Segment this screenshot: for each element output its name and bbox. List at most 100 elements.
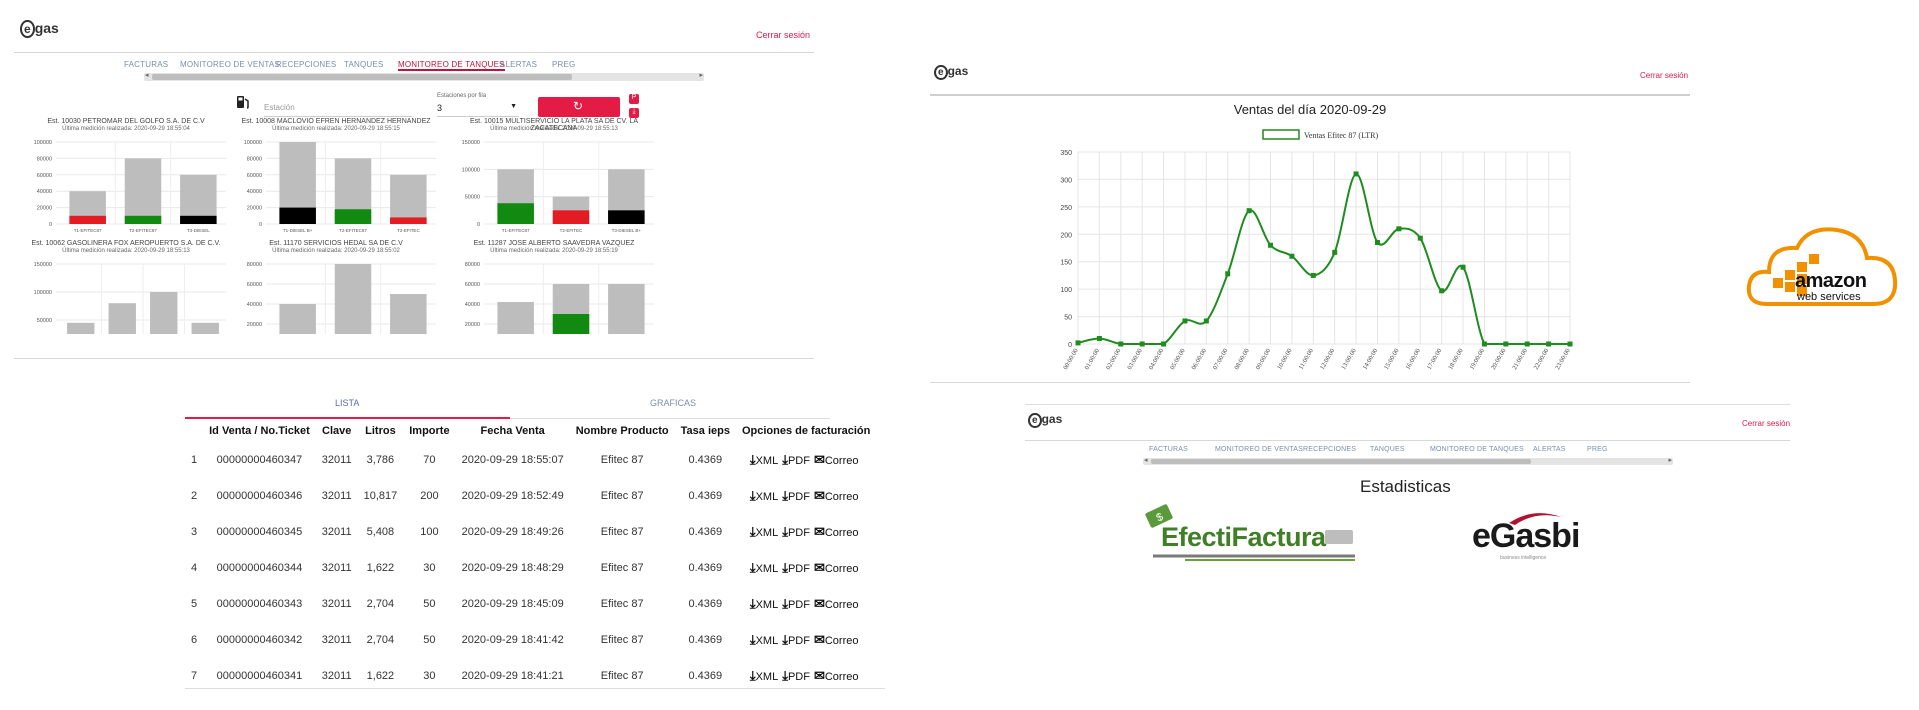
tank-capacity-bar bbox=[279, 304, 316, 334]
pdf-export-icon[interactable]: P bbox=[629, 94, 639, 104]
y-tick-label: 200 bbox=[1060, 232, 1072, 239]
station-title: Est. 11287 JOSE ALBERTO SAAVEDRA VAZQUEZ bbox=[473, 240, 635, 247]
logout-link[interactable]: Cerrar sesión bbox=[756, 30, 811, 40]
download-xml-button[interactable]: ⤓XML bbox=[749, 668, 779, 683]
table-cell: 100 bbox=[420, 526, 439, 538]
download-xml-button[interactable]: ⤓XML bbox=[749, 488, 779, 503]
y-tick-label: 60000 bbox=[247, 173, 262, 179]
download-xml-button[interactable]: ⤓XML bbox=[749, 524, 779, 539]
data-point bbox=[1182, 318, 1188, 324]
invoice-options: ⤓XML ⤓PDF ✉Correo bbox=[736, 442, 876, 478]
logout-link-3[interactable]: Cerrar sesión bbox=[1742, 419, 1791, 428]
data-point bbox=[1503, 341, 1509, 347]
download-icon: ⤓ bbox=[749, 524, 756, 539]
download-pdf-button[interactable]: ⤓PDF bbox=[782, 488, 810, 503]
tank-level-bar bbox=[124, 215, 162, 224]
tab-monitoreo-de-ventas[interactable]: MONITOREO DE VENTAS bbox=[180, 60, 280, 69]
table-cell: 2 bbox=[191, 490, 198, 502]
tab-monitoreo-de-ventas[interactable]: MONITOREO DE VENTAS bbox=[1215, 446, 1303, 453]
table-cell: Efitec 87 bbox=[600, 598, 644, 610]
y-tick-label: 20000 bbox=[247, 206, 262, 212]
tab-recepciones[interactable]: RECEPCIONES bbox=[1303, 446, 1357, 453]
tab-alertas[interactable]: ALERTAS bbox=[500, 60, 538, 69]
download-xml-button[interactable]: ⤓XML bbox=[749, 632, 779, 647]
logout-link-2[interactable]: Cerrar sesión bbox=[1640, 71, 1689, 80]
tab-monitoreo-de-tanques[interactable]: MONITOREO DE TANQUES bbox=[1430, 446, 1524, 453]
send-mail-button[interactable]: ✉Correo bbox=[813, 668, 859, 683]
station-title: Est. 10008 MACLOVIO EFREN HERNANDEZ HERN… bbox=[241, 118, 431, 125]
send-mail-button[interactable]: ✉Correo bbox=[813, 596, 859, 611]
download-xml-button[interactable]: ⤓XML bbox=[749, 560, 779, 575]
tank-level-bar bbox=[279, 207, 316, 224]
download-pdf-button[interactable]: ⤓PDF bbox=[782, 524, 810, 539]
station-input[interactable]: Estación bbox=[264, 103, 412, 117]
y-tick-label: 60000 bbox=[465, 282, 480, 288]
send-mail-button[interactable]: ✉Correo bbox=[813, 560, 859, 575]
chart-title: Ventas del día 2020-09-29 bbox=[1234, 102, 1387, 117]
x-tick-label: 00:00:00 bbox=[1062, 348, 1080, 372]
tab-recepciones[interactable]: RECEPCIONES bbox=[276, 60, 337, 69]
tab-facturas[interactable]: FACTURAS bbox=[1149, 446, 1188, 453]
tab-monitoreo-de-tanques[interactable]: MONITOREO DE TANQUES bbox=[398, 60, 505, 71]
sales-line-chart: Ventas del día 2020-09-29 Ventas Efitec 8… bbox=[1060, 102, 1573, 372]
download-export-icon[interactable]: ⤓ bbox=[629, 108, 639, 118]
download-xml-button[interactable]: ⤓XML bbox=[749, 596, 779, 611]
table-cell: 2020-09-29 18:52:49 bbox=[461, 490, 564, 502]
egasbi-logo[interactable]: eGasbi business intelligence bbox=[1470, 507, 1620, 567]
tab-facturas[interactable]: FACTURAS bbox=[124, 60, 169, 69]
tabs-scrollbar-2[interactable]: ◂ ▸ bbox=[1143, 457, 1673, 465]
tab-tanques[interactable]: TANQUES bbox=[344, 60, 384, 69]
x-tick-label: 09:00:00 bbox=[1255, 348, 1273, 372]
send-mail-button[interactable]: ✉Correo bbox=[813, 524, 859, 539]
tab-preg[interactable]: PREG bbox=[1587, 446, 1608, 453]
send-mail-button[interactable]: ✉Correo bbox=[813, 452, 859, 467]
efectifactura-logo[interactable]: $ EfectiFactura bbox=[1145, 504, 1395, 564]
send-mail-button[interactable]: ✉Correo bbox=[813, 488, 859, 503]
table-row: 1 00000000460347 32011 3,786 70 2020-09-29 18… bbox=[185, 442, 876, 478]
table-cell: 00000000460343 bbox=[216, 598, 303, 610]
table-cell: 32011 bbox=[321, 526, 352, 538]
tab-preg[interactable]: PREG bbox=[552, 60, 576, 69]
column-header bbox=[185, 420, 203, 442]
send-mail-button[interactable]: ✉Correo bbox=[813, 632, 859, 647]
download-pdf-button[interactable]: ⤓PDF bbox=[782, 596, 810, 611]
y-tick-label: 40000 bbox=[247, 302, 262, 308]
per-row-select[interactable]: 3 ▼ bbox=[437, 103, 519, 117]
data-point bbox=[1460, 264, 1466, 270]
station-title: Est. 10030 PETROMAR DEL GOLFO S.A. DE C.… bbox=[47, 118, 205, 125]
sales-table: Id Venta / No.Ticket Clave Litros Importe Fe… bbox=[185, 420, 876, 694]
download-pdf-button[interactable]: ⤓PDF bbox=[782, 668, 810, 683]
tab-tanques[interactable]: TANQUES bbox=[1370, 446, 1405, 453]
stats-panel: e gas Cerrar sesión FACTURAS MONITOREO DE … bbox=[1025, 404, 1790, 584]
download-pdf-button[interactable]: ⤓PDF bbox=[782, 560, 810, 575]
download-pdf-button[interactable]: ⤓PDF bbox=[782, 632, 810, 647]
stats-title: Estadisticas bbox=[1360, 477, 1451, 496]
tab-alertas[interactable]: ALERTAS bbox=[1533, 446, 1566, 453]
tabs-scrollbar[interactable]: ◂ ▸ bbox=[144, 72, 704, 81]
download-xml-button[interactable]: ⤓XML bbox=[749, 452, 779, 467]
refresh-button[interactable]: ↻ bbox=[538, 97, 620, 117]
station-title: Est. 10015 MULTISERVICIO LA PLATA SA DE … bbox=[469, 118, 639, 132]
y-tick-label: 50 bbox=[1064, 315, 1072, 322]
tab-lista[interactable]: LISTA bbox=[335, 398, 360, 408]
y-tick-label: 50000 bbox=[465, 195, 480, 201]
table-cell: 32011 bbox=[321, 490, 352, 502]
tank-label: T1-DIESEL B+ bbox=[283, 228, 313, 233]
envelope-icon: ✉ bbox=[813, 632, 825, 647]
invoice-options: ⤓XML ⤓PDF ✉Correo bbox=[736, 658, 876, 694]
invoice-options: ⤓XML ⤓PDF ✉Correo bbox=[736, 586, 876, 622]
y-tick-label: 40000 bbox=[37, 189, 52, 195]
tab-graficas[interactable]: GRAFICAS bbox=[650, 398, 697, 408]
table-row: 4 00000000460344 32011 1,622 30 2020-09-29 18… bbox=[185, 550, 876, 586]
table-cell: 3,786 bbox=[366, 454, 395, 466]
tank-capacity-bar bbox=[108, 303, 136, 334]
data-point bbox=[1567, 341, 1573, 347]
tank-level-bar bbox=[608, 210, 645, 224]
download-pdf-button[interactable]: ⤓PDF bbox=[782, 452, 810, 467]
table-cell: 70 bbox=[423, 454, 436, 466]
table-cell: 00000000460345 bbox=[216, 526, 303, 538]
table-cell: 0.4369 bbox=[688, 634, 723, 646]
table-cell: 5 bbox=[191, 598, 198, 610]
data-point bbox=[1310, 272, 1316, 278]
table-cell: 00000000460344 bbox=[216, 562, 303, 574]
